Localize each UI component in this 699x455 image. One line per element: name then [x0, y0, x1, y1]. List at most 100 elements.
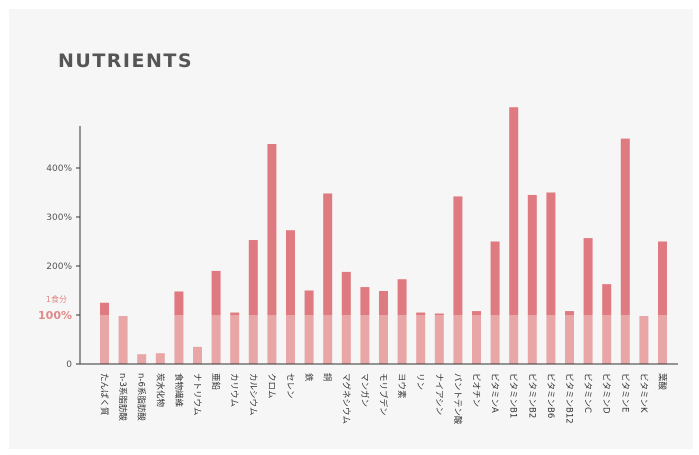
bar-excess-segment — [416, 312, 426, 315]
bar-base-segment — [397, 315, 407, 364]
chart-card — [9, 9, 693, 449]
bar-22 — [490, 241, 500, 364]
category-label: モリブデン — [378, 373, 389, 416]
bar-26 — [565, 311, 574, 364]
bar-base-segment — [379, 315, 388, 364]
bar-excess-segment — [620, 138, 630, 315]
category-label: セレン — [285, 373, 295, 399]
category-label: ビタミンK — [638, 373, 648, 413]
category-label: ナイアシン — [433, 373, 443, 415]
bar-25 — [546, 192, 556, 364]
category-label: 炭水化物 — [154, 373, 165, 408]
bar-base-segment — [583, 315, 593, 364]
bar-base-segment — [174, 315, 184, 364]
bar-excess-segment — [546, 192, 556, 315]
bar-28 — [602, 284, 612, 364]
category-label: ビタミンD — [601, 373, 611, 414]
bar-30 — [639, 315, 649, 364]
reference-label-serving: 1食分 — [46, 294, 67, 304]
bar-5 — [174, 291, 184, 364]
category-label: カリウム — [229, 373, 239, 407]
bar-excess-segment — [509, 107, 519, 316]
category-label: クロム — [266, 373, 276, 399]
bar-11 — [286, 230, 295, 364]
bar-excess-segment — [323, 193, 333, 315]
bar-base-segment — [230, 315, 240, 364]
bar-base-segment — [341, 315, 351, 364]
bar-24 — [527, 194, 537, 364]
y-tick-label: 0 — [66, 360, 72, 370]
category-label: 鉄 — [303, 373, 314, 382]
bar-18 — [416, 312, 426, 364]
bar-excess-segment — [472, 311, 481, 315]
bar-excess-segment — [341, 271, 351, 315]
bar-4 — [155, 353, 165, 364]
bar-15 — [360, 287, 370, 364]
category-label: 食物繊維 — [173, 373, 184, 408]
bar-base-segment — [658, 315, 667, 364]
chart-title: NUTRIENTS — [58, 50, 194, 72]
bar-excess-segment — [267, 143, 277, 315]
bar-base-segment — [602, 315, 612, 364]
bar-base-segment — [453, 315, 463, 364]
bar-29 — [620, 138, 630, 364]
bar-base-segment — [267, 315, 277, 364]
category-label: ビタミンB1 — [508, 373, 518, 418]
category-label: たんぱく質 — [99, 373, 110, 416]
bar-13 — [323, 193, 333, 364]
bar-excess-segment — [211, 270, 221, 315]
bar-excess-segment — [565, 311, 574, 315]
bar-23 — [509, 107, 519, 364]
bar-base-segment — [118, 315, 128, 364]
bar-27 — [583, 238, 593, 364]
bar-19 — [434, 313, 444, 364]
bar-7 — [211, 270, 221, 364]
category-label: ビタミンC — [582, 373, 592, 413]
bar-excess-segment — [490, 241, 500, 315]
bar-14 — [341, 271, 351, 364]
bar-base-segment — [137, 354, 147, 364]
bar-9 — [248, 240, 258, 364]
bar-excess-segment — [434, 313, 444, 315]
bar-8 — [230, 312, 240, 364]
bar-21 — [472, 311, 481, 364]
bar-excess-segment — [453, 196, 463, 315]
bar-excess-segment — [304, 290, 314, 315]
bar-base-segment — [323, 315, 333, 364]
bar-base-segment — [490, 315, 500, 364]
bar-excess-segment — [583, 238, 593, 315]
bar-excess-segment — [248, 240, 258, 315]
bar-base-segment — [416, 315, 426, 364]
category-label: 銅 — [322, 373, 333, 382]
bar-base-segment — [546, 315, 556, 364]
bar-base-segment — [434, 315, 444, 364]
bar-base-segment — [248, 315, 258, 364]
bar-base-segment — [527, 315, 537, 364]
bar-base-segment — [193, 346, 202, 364]
bar-2 — [118, 315, 128, 364]
category-label: パントテン酸 — [452, 373, 463, 425]
bar-excess-segment — [397, 279, 407, 315]
category-label: ビタミンA — [489, 373, 499, 413]
bar-31 — [658, 241, 667, 364]
bar-base-segment — [155, 353, 165, 364]
bar-base-segment — [620, 315, 630, 364]
category-label: ビタミンB2 — [526, 373, 536, 418]
category-label: ビタミンB6 — [545, 373, 555, 418]
bar-base-segment — [472, 315, 481, 364]
bar-excess-segment — [602, 284, 612, 315]
bar-excess-segment — [230, 312, 240, 315]
category-label: ビタミンE — [619, 373, 629, 412]
bar-12 — [304, 290, 314, 364]
bar-excess-segment — [379, 290, 388, 315]
reference-label-percent: 100% — [38, 309, 72, 322]
category-label: ビタミンB12 — [564, 373, 574, 424]
category-label: マンガン — [359, 373, 370, 407]
category-label: カルシウム — [247, 373, 257, 416]
bar-excess-segment — [527, 194, 537, 315]
bar-base-segment — [639, 315, 649, 364]
bar-3 — [137, 354, 147, 364]
bar-10 — [267, 143, 277, 364]
bar-base-segment — [360, 315, 370, 364]
